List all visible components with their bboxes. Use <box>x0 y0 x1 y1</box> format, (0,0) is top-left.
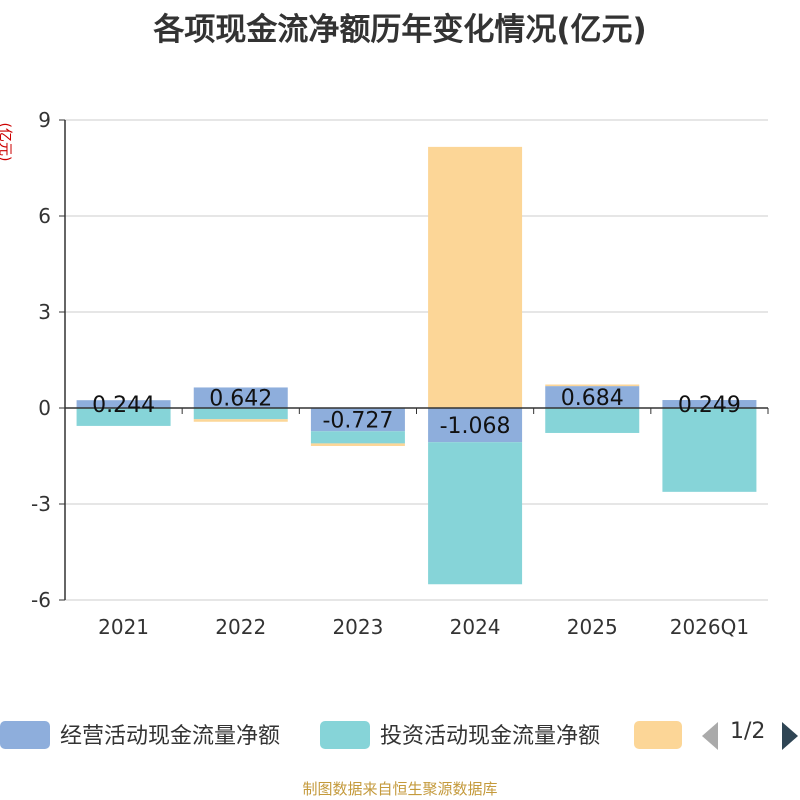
bar-segment-series2-2025 <box>545 384 640 387</box>
legend: 经营活动现金流量净额 投资活动现金流量净额 1/2 <box>0 716 800 756</box>
legend-swatch-operating[interactable] <box>0 721 50 749</box>
bar-segment-series1-2023 <box>310 431 405 444</box>
y-tick-label: -3 <box>31 492 51 516</box>
y-tick-label: 6 <box>38 204 51 228</box>
axes <box>59 119 769 601</box>
x-tick-label: 2022 <box>215 615 266 639</box>
bar-segment-series1-2026Q1 <box>662 408 757 492</box>
x-tick-label: 2026Q1 <box>670 615 749 639</box>
bar-segment-series0-2026Q1 <box>662 400 757 408</box>
bar-segment-series1-2024 <box>428 442 523 585</box>
x-tick-label: 2021 <box>98 615 149 639</box>
bar-segment-series0-2022 <box>193 387 288 408</box>
bar-segment-series1-2021 <box>76 408 171 426</box>
x-tick-label: 2025 <box>567 615 618 639</box>
bar-segment-series0-2021 <box>76 400 171 408</box>
bar-segment-series1-2025 <box>545 408 640 433</box>
bar-segment-series2-2022 <box>193 419 288 422</box>
data-label: 0.642 <box>209 387 272 412</box>
gridlines <box>65 119 768 601</box>
data-label: -0.727 <box>322 409 393 434</box>
bars <box>76 146 757 585</box>
chart-title: 各项现金流净额历年变化情况(亿元) <box>153 12 647 48</box>
legend-label-operating[interactable]: 经营活动现金流量净额 <box>60 724 281 749</box>
bar-segment-series2-2023 <box>310 443 405 446</box>
data-label: -1.068 <box>440 414 511 439</box>
y-tick-label: 3 <box>38 300 51 324</box>
legend-label-investing[interactable]: 投资活动现金流量净额 <box>380 724 601 749</box>
chart-area: -6 -3 0 3 6 9 0.244 0.642 -0.727 -1.068 0.684 0.249… <box>31 108 769 639</box>
bar-segment-series0-2024 <box>428 408 523 443</box>
labels: -6 -3 0 3 6 9 0.244 0.642 -0.727 -1.068 0.684 0.249… <box>31 108 749 639</box>
y-tick-label: -6 <box>31 588 51 612</box>
bar-segment-series0-2023 <box>310 408 405 432</box>
data-label: 0.244 <box>92 393 155 418</box>
data-label: 0.249 <box>678 393 741 418</box>
bar-segment-series0-2025 <box>545 386 640 408</box>
legend-next-page-icon[interactable] <box>782 722 798 750</box>
y-tick-label: 0 <box>38 396 51 420</box>
legend-prev-page-icon[interactable] <box>702 722 718 750</box>
y-tick-label: 9 <box>38 108 51 132</box>
legend-swatch-investing[interactable] <box>320 721 370 749</box>
legend-swatch-third[interactable] <box>634 721 682 749</box>
bar-segment-series2-2024 <box>428 146 523 408</box>
x-tick-label: 2023 <box>332 615 383 639</box>
bar-segment-series1-2022 <box>193 408 288 420</box>
source-footer: 制图数据来自恒生聚源数据库 <box>302 780 498 798</box>
data-label: 0.684 <box>561 386 624 411</box>
legend-page-indicator: 1/2 <box>730 719 766 744</box>
x-tick-label: 2024 <box>450 615 501 639</box>
